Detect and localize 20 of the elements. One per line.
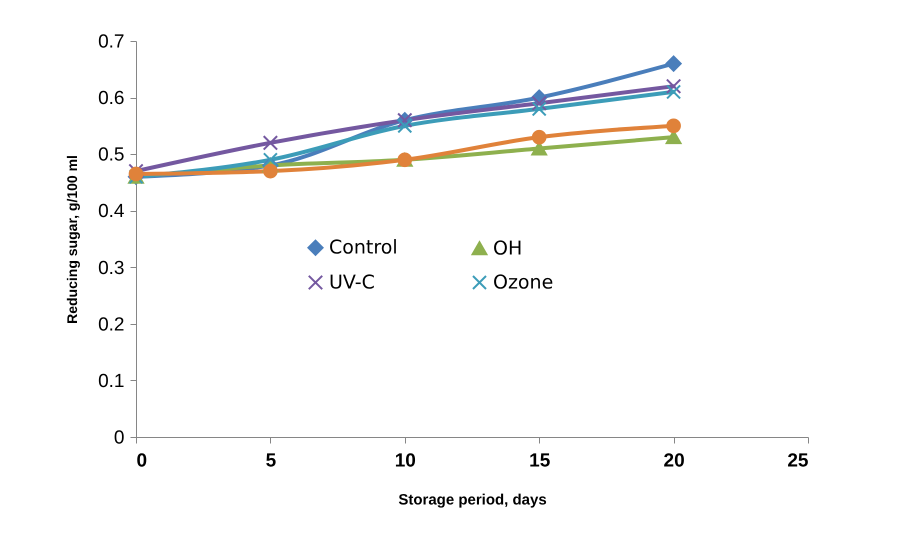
legend-label: Control xyxy=(329,236,398,259)
x-axis-title: Storage period, days xyxy=(398,492,547,508)
y-tick-label: 0.2 xyxy=(98,314,124,336)
y-tick-label: 0.1 xyxy=(98,370,124,392)
x-tick-label: 5 xyxy=(266,450,277,472)
x-tick-label: 20 xyxy=(664,450,685,472)
y-tick-label: 0.7 xyxy=(98,32,124,52)
y-tick-label: 0.3 xyxy=(98,258,124,279)
y-tick-label: 0.4 xyxy=(98,201,125,222)
x-tick-label: 10 xyxy=(394,450,416,472)
x-tick-label: 15 xyxy=(529,450,551,472)
x-tick-label: 0 xyxy=(136,450,148,472)
y-axis-title: Reducing sugar, g/100 ml xyxy=(64,155,80,324)
x-tick-label: 25 xyxy=(787,450,809,472)
y-tick-label: 0.5 xyxy=(98,144,124,166)
legend-label: OH xyxy=(493,237,522,260)
legend-label: Ozone xyxy=(493,272,554,294)
legend-label: UV-C xyxy=(329,272,375,294)
y-tick-label: 0.6 xyxy=(98,88,124,110)
y-tick-label: 0 xyxy=(114,428,124,448)
